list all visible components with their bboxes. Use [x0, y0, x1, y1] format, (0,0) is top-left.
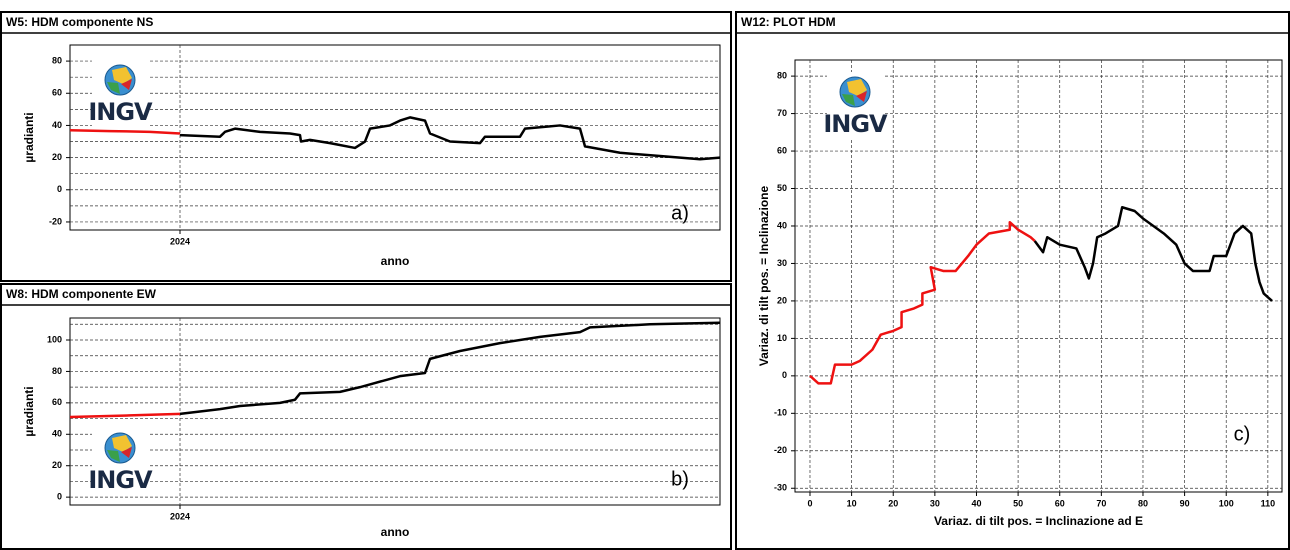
- plot-area: [69, 317, 721, 506]
- x-tick-label: 100: [1219, 498, 1234, 508]
- x-axis-label: anno: [381, 254, 410, 268]
- panel-title: W12: PLOT HDM: [741, 15, 836, 29]
- y-axis-label: µradianti: [22, 112, 36, 162]
- panel-annotation: c): [1234, 423, 1251, 445]
- x-tick-label: 20: [888, 498, 898, 508]
- x-axis-label: Variaz. di tilt pos. = Inclinazione ad E: [934, 514, 1143, 528]
- logo-globe-land: [121, 79, 132, 90]
- logo-globe-land: [121, 447, 132, 458]
- logo-text: INGV: [88, 466, 153, 494]
- logo-globe-land: [847, 79, 867, 96]
- logo-text: INGV: [88, 98, 153, 126]
- x-tick-label: 0: [807, 498, 812, 508]
- y-tick-label: 40: [52, 120, 62, 130]
- x-tick-label: 70: [1096, 498, 1106, 508]
- x-tick-label: 2024: [170, 236, 190, 246]
- y-tick-label: 70: [777, 108, 787, 118]
- y-tick-label: -20: [49, 216, 62, 226]
- y-tick-label: 0: [57, 184, 62, 194]
- y-tick-label: 80: [777, 70, 787, 80]
- x-tick-label: 80: [1138, 498, 1148, 508]
- panel-annotation: a): [671, 202, 689, 224]
- data-line: [179, 116, 721, 161]
- x-tick-label: 60: [1055, 498, 1065, 508]
- x-tick-label: 110: [1261, 498, 1276, 508]
- panel-title: W5: HDM componente NS: [6, 15, 153, 29]
- logo-globe-land: [107, 450, 120, 462]
- y-tick-label: 40: [777, 220, 787, 230]
- y-tick-label: -10: [774, 408, 787, 418]
- y-tick-label: 100: [47, 334, 62, 344]
- y-tick-label: 50: [777, 183, 787, 193]
- x-tick-label: 90: [1180, 498, 1190, 508]
- logo-globe-land: [856, 91, 867, 102]
- x-tick-label: 30: [930, 498, 940, 508]
- data-line: [69, 412, 181, 419]
- x-tick-label: 2024: [170, 511, 190, 521]
- panel-title: W8: HDM componente EW: [6, 287, 157, 301]
- y-tick-label: 60: [52, 88, 62, 98]
- panel-annotation: b): [671, 468, 689, 490]
- logo-globe-land: [112, 67, 132, 84]
- logo-globe-land: [112, 435, 132, 452]
- y-tick-label: 80: [52, 366, 62, 376]
- y-tick-label: 30: [777, 258, 787, 268]
- x-tick-label: 10: [847, 498, 857, 508]
- y-tick-label: 20: [52, 460, 62, 470]
- y-axis-label: µradianti: [22, 386, 36, 436]
- data-line: [809, 220, 1036, 385]
- plot-area: [69, 44, 721, 231]
- y-tick-label: 20: [52, 152, 62, 162]
- y-tick-label: 80: [52, 55, 62, 65]
- x-tick-label: 40: [971, 498, 981, 508]
- data-line: [69, 129, 181, 135]
- y-tick-label: 20: [777, 295, 787, 305]
- y-tick-label: -30: [774, 483, 787, 493]
- y-tick-label: 10: [777, 333, 787, 343]
- data-line: [179, 321, 721, 416]
- y-tick-label: 60: [52, 397, 62, 407]
- logo-text: INGV: [823, 110, 888, 138]
- y-tick-label: -20: [774, 445, 787, 455]
- y-tick-label: 0: [57, 492, 62, 502]
- data-line: [1033, 205, 1273, 302]
- y-tick-label: 0: [782, 370, 787, 380]
- logo-globe-land: [842, 94, 855, 106]
- logo-globe-land: [107, 82, 120, 94]
- y-axis-label: Variaz. di tilt pos. = Inclinazione: [757, 185, 771, 366]
- y-tick-label: 40: [52, 429, 62, 439]
- x-tick-label: 50: [1013, 498, 1023, 508]
- x-axis-label: anno: [381, 525, 410, 539]
- y-tick-label: 60: [777, 145, 787, 155]
